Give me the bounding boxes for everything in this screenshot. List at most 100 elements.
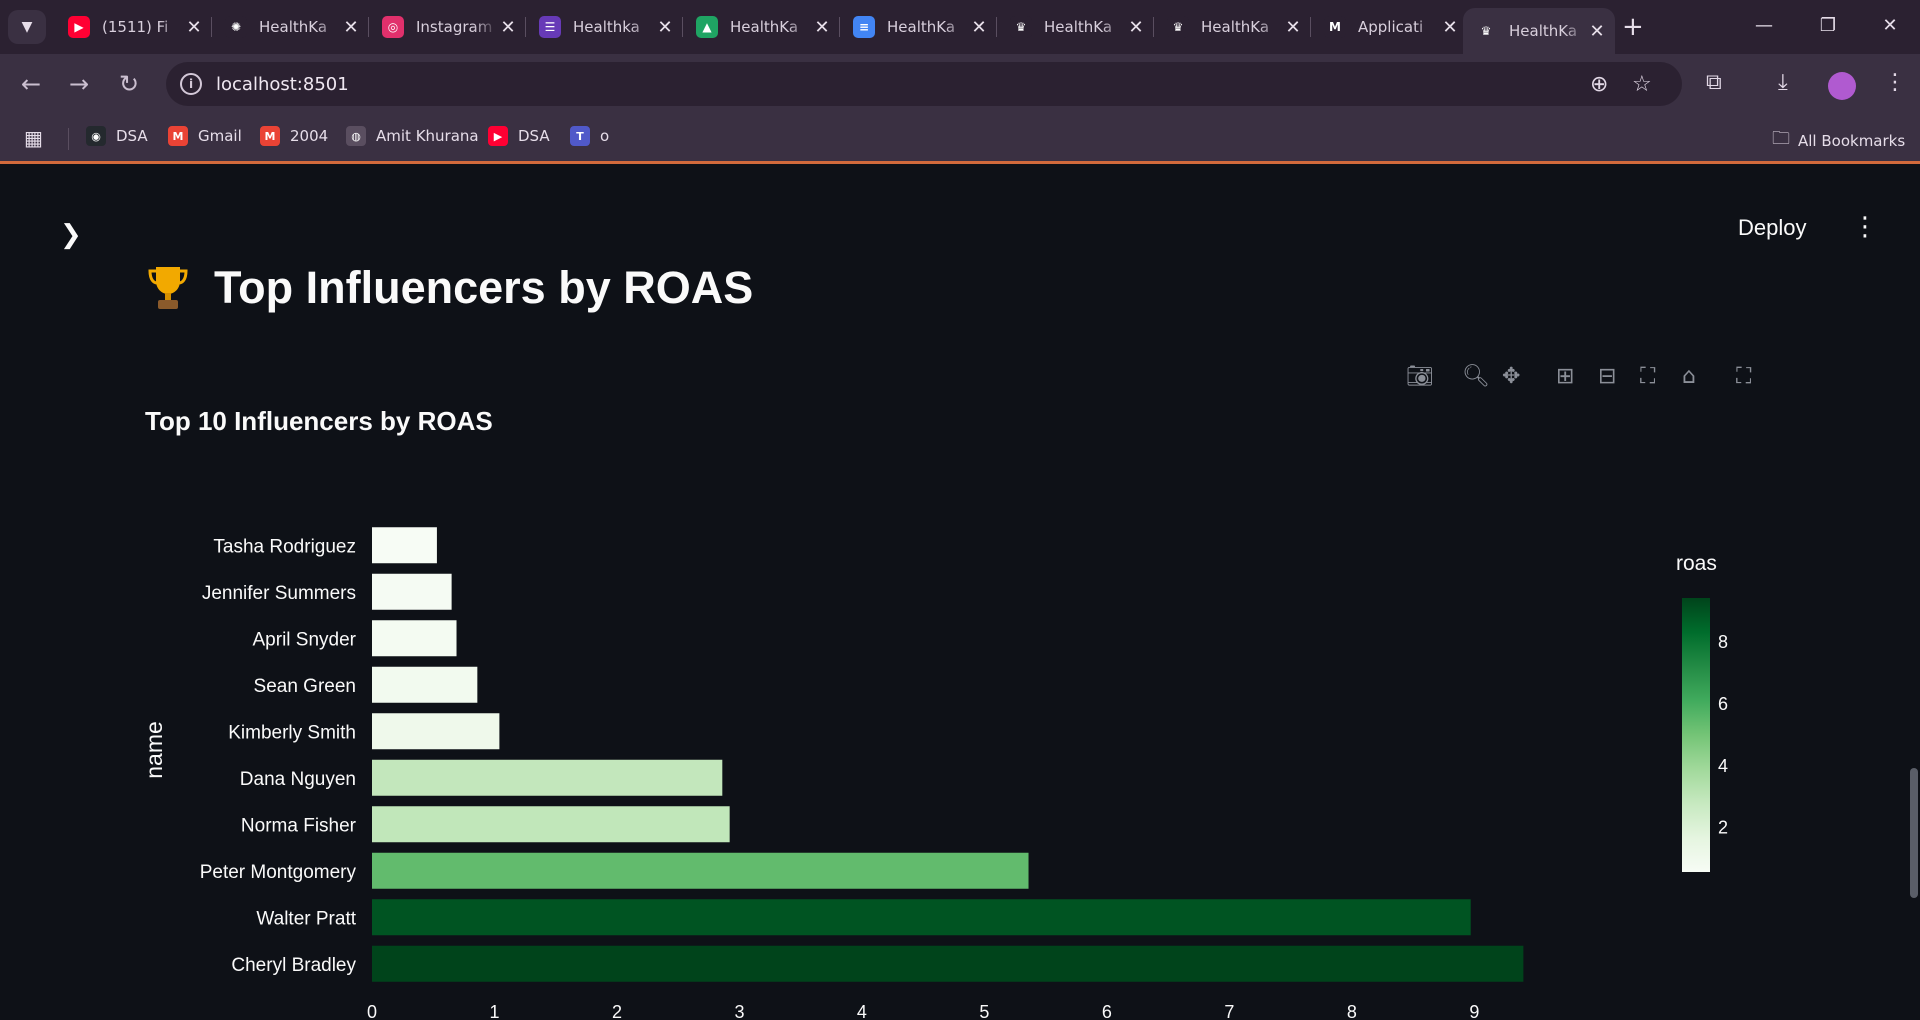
drive-icon: ▲ [696, 16, 718, 38]
browser-tab-label: Instagram [416, 18, 493, 36]
chevron-down-icon: ▼ [21, 19, 33, 35]
browser-tab[interactable]: ▲ HealthKa ✕ [684, 8, 840, 46]
browser-tab[interactable]: ♛ HealthKa ✕ [1155, 8, 1311, 46]
y-tick-label: Jennifer Summers [202, 583, 356, 604]
youtube-icon: ▶ [488, 126, 508, 146]
x-tick-label: 0 [367, 1002, 377, 1020]
tab-separator [682, 17, 683, 37]
close-tab-icon[interactable]: ✕ [971, 16, 987, 38]
bookmark-item[interactable]: M 2004 [260, 126, 328, 146]
bookmark-item[interactable]: ◍ Amit Khurana [346, 126, 479, 146]
folder-icon: 🗀 [1772, 128, 1790, 149]
close-tab-icon[interactable]: ✕ [343, 16, 359, 38]
x-tick-label: 6 [1102, 1002, 1112, 1020]
browser-tab[interactable]: ✺ HealthKa ✕ [213, 8, 369, 46]
browser-tab[interactable]: ♛ HealthKa ✕ [1463, 8, 1615, 54]
bar [372, 945, 1524, 982]
address-url[interactable]: localhost:8501 [216, 74, 349, 95]
close-window-button[interactable]: ✕ [1870, 10, 1910, 40]
reset-axes-home-icon[interactable]: ⌂ [1682, 364, 1696, 389]
browser-menu-icon[interactable]: ⋮ [1884, 70, 1906, 95]
close-tab-icon[interactable]: ✕ [657, 16, 673, 38]
x-tick-label: 7 [1224, 1002, 1234, 1020]
bookmark-label: Gmail [198, 127, 242, 145]
streamlit-crown-icon: ♛ [1167, 16, 1189, 38]
bookmark-item[interactable]: M Gmail [168, 126, 242, 146]
browser-tab[interactable]: ♛ HealthKa ✕ [998, 8, 1154, 46]
browser-tab-label: Applicati [1358, 18, 1424, 36]
page-title-text: Top Influencers by ROAS [214, 262, 754, 313]
main-menu-button[interactable]: ⋮ [1852, 212, 1878, 242]
address-bar[interactable]: i localhost:8501 ⊕ ☆ [166, 62, 1682, 106]
bookmark-label: DSA [116, 127, 148, 145]
back-arrow-icon: ← [20, 70, 42, 98]
y-tick-label: Tasha Rodriguez [213, 536, 356, 557]
browser-tab[interactable]: ◎ Instagram ✕ [370, 8, 526, 46]
y-tick-label: Cheryl Bradley [231, 955, 356, 976]
chart-title: Top 10 Influencers by ROAS [145, 406, 493, 436]
tab-search-button[interactable]: ▼ [8, 10, 46, 44]
forward-button[interactable]: → [64, 69, 94, 99]
minimize-window-button[interactable]: — [1744, 10, 1784, 40]
close-tab-icon[interactable]: ✕ [1589, 20, 1605, 42]
x-tick-label: 8 [1347, 1002, 1357, 1020]
tab-separator [211, 17, 212, 37]
zoom-out-icon[interactable]: ⊟ [1598, 364, 1617, 389]
extensions-icon[interactable]: ⧉ [1706, 70, 1722, 95]
download-icon[interactable]: ⤓ [1778, 70, 1788, 95]
bar [372, 806, 730, 843]
x-tick-label: 9 [1469, 1002, 1479, 1020]
browser-tab-label: Healthka [573, 18, 640, 36]
page-scrollbar[interactable] [1910, 768, 1918, 898]
close-tab-icon[interactable]: ✕ [500, 16, 516, 38]
bar [372, 620, 457, 657]
tab-separator [525, 17, 526, 37]
profile-avatar[interactable] [1828, 72, 1856, 100]
browser-tab-label: HealthKa [1509, 22, 1578, 40]
y-tick-label: Norma Fisher [241, 815, 357, 836]
x-tick-label: 1 [489, 1002, 499, 1020]
browser-tab[interactable]: M Applicati ✕ [1312, 8, 1468, 46]
browser-tab[interactable]: ▶ (1511) Fi ✕ [56, 8, 212, 46]
close-tab-icon[interactable]: ✕ [186, 16, 202, 38]
reload-button[interactable]: ↻ [114, 69, 144, 99]
deploy-button[interactable]: Deploy [1738, 215, 1807, 240]
bookmark-item[interactable]: ▶ DSA [488, 126, 550, 146]
github-icon: ◉ [86, 126, 106, 146]
x-tick-label: 4 [857, 1002, 867, 1020]
new-tab-button[interactable]: + [1622, 12, 1644, 42]
close-tab-icon[interactable]: ✕ [1442, 16, 1458, 38]
zoom-in-icon[interactable]: ⊞ [1556, 364, 1575, 389]
site-info-icon[interactable]: i [180, 73, 202, 95]
streamlit-crown-icon: ♛ [1010, 16, 1032, 38]
fullscreen-icon[interactable]: ⛶ [1736, 364, 1752, 389]
forward-arrow-icon: → [68, 70, 90, 98]
close-tab-icon[interactable]: ✕ [814, 16, 830, 38]
zoom-icon[interactable]: ⊕ [1590, 72, 1609, 97]
pan-arrows-icon[interactable]: ✥ [1502, 364, 1521, 389]
gmail-icon: M [168, 126, 188, 146]
browser-tab[interactable]: ≡ HealthKa ✕ [841, 8, 997, 46]
trophy-icon [148, 265, 188, 311]
colorbar-tick-label: 8 [1718, 632, 1728, 652]
restore-window-button[interactable]: ❐ [1808, 10, 1848, 40]
instagram-icon: ◎ [382, 16, 404, 38]
bookmark-separator [68, 128, 69, 150]
browser-tab-label: (1511) Fi [102, 18, 169, 36]
all-bookmarks-label: All Bookmarks [1798, 132, 1906, 150]
bookmark-item[interactable]: ◉ DSA [86, 126, 148, 146]
all-bookmarks[interactable]: 🗀 All Bookmarks [1772, 126, 1905, 156]
browser-tab[interactable]: ☰ Healthka ✕ [527, 8, 683, 46]
sidebar-expand-button[interactable]: ❯ [60, 220, 82, 250]
zoom-magnifier-icon[interactable]: 🔍︎ [1462, 364, 1490, 389]
apps-grid-icon[interactable]: ▦ [24, 126, 43, 150]
autoscale-icon[interactable]: ⛶ [1640, 364, 1656, 389]
tab-separator [368, 17, 369, 37]
globe-icon: ◍ [346, 126, 366, 146]
back-button[interactable]: ← [16, 69, 46, 99]
close-tab-icon[interactable]: ✕ [1128, 16, 1144, 38]
close-tab-icon[interactable]: ✕ [1285, 16, 1301, 38]
download-png-camera-icon[interactable]: 📷︎ [1406, 364, 1434, 389]
bookmark-star-icon[interactable]: ☆ [1632, 72, 1652, 97]
